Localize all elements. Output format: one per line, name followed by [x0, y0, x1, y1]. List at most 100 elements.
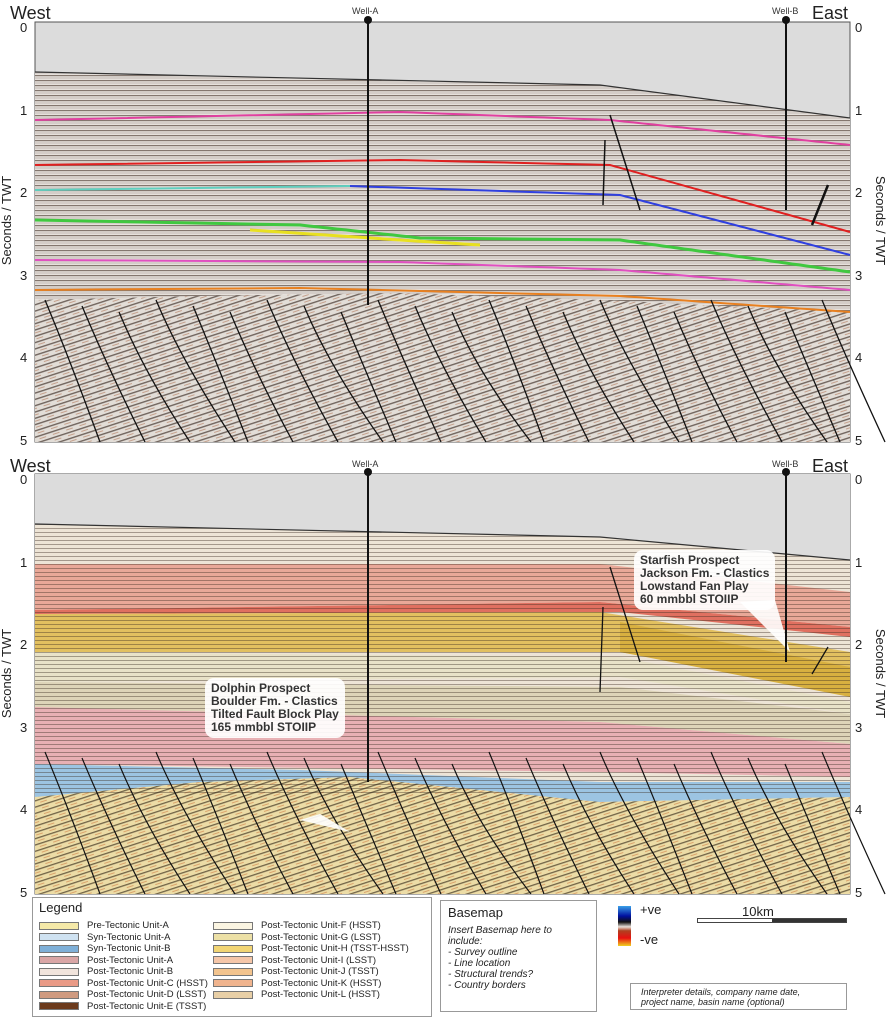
callout-dolphin-prospect: Dolphin Prospect Boulder Fm. - Clastics …: [205, 678, 345, 738]
credits-line: project name, basin name (optional): [641, 997, 785, 1007]
callout-starfish-prospect: Starfish Prospect Jackson Fm. - Clastics…: [634, 550, 776, 610]
fault-line: [710, 299, 783, 443]
fault-line: [673, 763, 738, 895]
y-tick-right: 4: [855, 350, 863, 365]
legend-item: Syn-Tectonic Unit-A: [39, 932, 170, 943]
fault-line: [340, 763, 397, 895]
scale-bar: [697, 918, 847, 923]
interpreter-credits: Interpreter details, company name date, …: [630, 983, 847, 1010]
fault-line: [377, 751, 442, 895]
scale-bar-label: 10km: [742, 904, 774, 919]
legend-label: Post-Tectonic Unit-F (HSST): [261, 920, 381, 931]
basemap-line: - Survey outline: [448, 947, 518, 958]
y-tick-right: 5: [855, 432, 863, 448]
fault-line: [747, 305, 828, 443]
east-label: East: [812, 456, 849, 476]
legend-item: Post-Tectonic Unit-E (TSST): [39, 1001, 206, 1012]
y-tick-left: 5: [20, 432, 28, 448]
fault-line: [44, 299, 101, 443]
basemap-notes: Insert Basemap here to include: - Survey…: [448, 925, 552, 991]
legend-swatch: [213, 921, 253, 930]
legend-item: Post-Tectonic Unit-B: [39, 966, 173, 977]
well-b-marker: [782, 468, 790, 476]
basemap-line: - Line location: [448, 958, 511, 969]
legend-swatch: [213, 990, 253, 999]
legend-swatch: [39, 979, 79, 987]
legend-label: Post-Tectonic Unit-D (LSST): [87, 989, 207, 1000]
fault-line: [562, 311, 635, 443]
fault-line: [784, 763, 841, 895]
fault-line: [229, 311, 294, 443]
y-tick-right: 1: [855, 554, 863, 570]
y-tick-right: 0: [855, 472, 863, 487]
well-b-marker: [782, 16, 790, 24]
fault-line: [710, 751, 783, 895]
y-tick-left: 3: [20, 719, 28, 735]
legend-label: Post-Tectonic Unit-I (LSST): [261, 954, 377, 966]
legend-label: Syn-Tectonic Unit-B: [87, 943, 171, 954]
fault-line: [81, 757, 146, 895]
legend-item: Post-Tectonic Unit-G (LSST): [213, 932, 381, 943]
callout-line: Lowstand Fan Play: [640, 579, 749, 593]
fault-line: [266, 751, 339, 895]
legend-swatch: [39, 1002, 79, 1010]
polarity-colorbar: [618, 906, 631, 946]
seismic-section-raw: [34, 16, 886, 443]
legend-label: Post-Tectonic Unit-E (TSST): [87, 1000, 207, 1012]
fault-line: [821, 751, 886, 895]
basemap-line: Insert Basemap here to: [448, 925, 552, 936]
y-tick-left: 4: [20, 350, 28, 365]
legend-swatch: [213, 933, 253, 941]
fault-line: [155, 751, 236, 895]
fault-line: [81, 305, 146, 443]
legend-label: Pre-Tectonic Unit-A: [87, 920, 169, 931]
y-tick-right: 0: [855, 20, 863, 35]
east-label: East: [812, 3, 849, 23]
fault-line: [673, 311, 738, 443]
y-tick-left: 0: [20, 20, 28, 35]
legend-label: Post-Tectonic Unit-G (LSST): [261, 931, 381, 943]
fault-line: [562, 763, 635, 895]
fault-line: [118, 311, 191, 443]
fault-line: [340, 311, 397, 443]
legend-label: Post-Tectonic Unit-L (HSST): [261, 989, 380, 1000]
fault-line: [451, 311, 532, 443]
legend-swatch: [213, 944, 253, 953]
legend-item: Post-Tectonic Unit-D (LSST): [39, 989, 206, 1000]
fault-line: [636, 305, 693, 443]
basemap-box: Basemap Insert Basemap here to include: …: [440, 900, 597, 1012]
legend-item: Post-Tectonic Unit-A: [39, 955, 173, 966]
callout-line: 60 mmbbl STOIIP: [640, 592, 739, 606]
y-tick-left: 3: [20, 267, 28, 283]
y-tick-right: 3: [855, 267, 863, 283]
fault-line: [599, 299, 680, 443]
fault-line: [118, 763, 191, 895]
legend-swatch: [39, 967, 79, 976]
y-tick-left: 0: [20, 472, 28, 487]
well-b-label: Well-B: [772, 459, 799, 469]
legend-item: Post-Tectonic Unit-C (HSST): [39, 978, 208, 989]
callout-line: Jackson Fm. - Clastics: [640, 566, 770, 580]
fault-line: [821, 299, 886, 443]
callout-line: Dolphin Prospect: [211, 681, 311, 695]
seismic-section-interpreted: [34, 468, 886, 895]
fault-line: [414, 305, 487, 443]
fault-line: [488, 299, 545, 443]
callout-line: Tilted Fault Block Play: [211, 707, 339, 721]
legend-title: Legend: [39, 900, 83, 915]
fault-line: [525, 305, 590, 443]
y-tick-right: 5: [855, 884, 863, 900]
fault-line: [266, 299, 339, 443]
legend-item: Post-Tectonic Unit-J (TSST): [213, 966, 379, 977]
y-tick-left: 1: [20, 554, 28, 570]
legend-item: Post-Tectonic Unit-H (TSST-HSST): [213, 943, 409, 954]
fault-line: [414, 757, 487, 895]
west-label: West: [10, 456, 51, 476]
basemap-title: Basemap: [448, 905, 503, 920]
legend-label: Post-Tectonic Unit-K (HSST): [261, 977, 382, 989]
credits-line: Interpreter details, company name date,: [641, 987, 801, 997]
legend-swatch: [213, 979, 253, 987]
west-label: West: [10, 3, 51, 23]
well-a-label: Well-A: [352, 459, 379, 469]
callout-line: Starfish Prospect: [640, 553, 740, 567]
